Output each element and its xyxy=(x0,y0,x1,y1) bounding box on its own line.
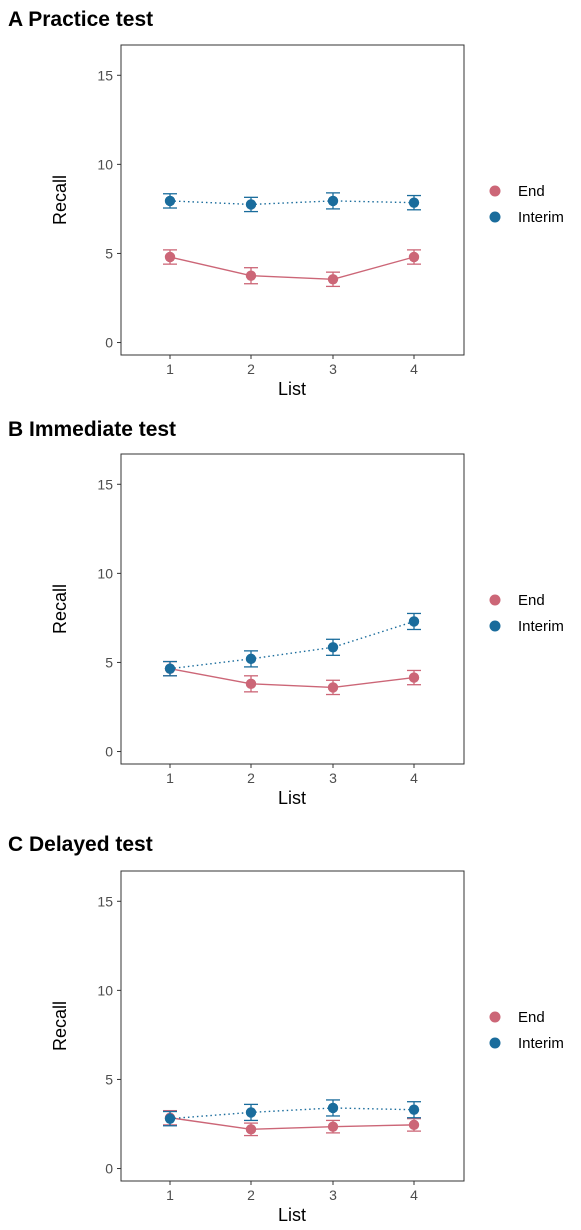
data-point xyxy=(164,663,176,674)
data-point xyxy=(408,616,420,627)
data-point xyxy=(245,270,257,281)
plot-frame xyxy=(120,453,465,765)
legend-label: End xyxy=(518,1009,545,1026)
y-tick-label: 0 xyxy=(105,1161,113,1177)
data-point xyxy=(164,195,176,207)
data-point xyxy=(408,672,420,683)
x-tick-label: 2 xyxy=(247,770,255,786)
x-tick-label: 4 xyxy=(410,770,418,786)
data-point xyxy=(245,199,257,210)
chart-title: C Delayed test xyxy=(8,833,153,856)
x-tick-label: 4 xyxy=(410,361,418,377)
plot-frame xyxy=(120,44,465,356)
y-tick-label: 5 xyxy=(105,1071,113,1087)
chart-panel-2: B Immediate test 0 5 10 15 1 2 3 4 List Recall End I… xyxy=(8,418,564,808)
data-point xyxy=(327,1121,339,1132)
data-point xyxy=(408,251,420,263)
series-line xyxy=(169,1117,415,1131)
y-tick-label: 0 xyxy=(105,335,113,351)
x-axis-label: List xyxy=(278,1205,306,1225)
series-line xyxy=(169,256,415,280)
legend-label: Interim xyxy=(518,618,564,635)
y-tick-label: 5 xyxy=(105,245,113,261)
y-tick-label: 15 xyxy=(97,893,113,909)
x-tick-label: 3 xyxy=(329,770,337,786)
chart-title: B Immediate test xyxy=(8,418,176,441)
data-point xyxy=(327,682,339,693)
x-axis-label: List xyxy=(278,788,306,808)
data-point xyxy=(408,1104,420,1115)
chart-title: A Practice test xyxy=(8,8,153,31)
x-tick-label: 3 xyxy=(329,1187,337,1203)
series-interim xyxy=(163,612,421,677)
legend-label: Interim xyxy=(518,1035,564,1052)
y-tick-label: 10 xyxy=(97,565,113,581)
data-point xyxy=(327,642,339,653)
y-tick-label: 0 xyxy=(105,744,113,760)
legend-label: Interim xyxy=(518,209,564,226)
legend-key xyxy=(489,594,501,606)
data-point xyxy=(327,274,339,285)
data-point xyxy=(327,1102,339,1114)
data-point xyxy=(164,1113,176,1124)
x-tick-label: 3 xyxy=(329,361,337,377)
data-point xyxy=(327,195,339,207)
y-tick-label: 10 xyxy=(97,156,113,172)
plot-frame xyxy=(120,870,465,1182)
series-interim xyxy=(163,192,421,213)
y-axis-label: Recall xyxy=(50,1001,70,1051)
series-line xyxy=(169,620,415,670)
y-axis-label: Recall xyxy=(50,175,70,225)
data-point xyxy=(164,251,176,263)
y-axis-label: Recall xyxy=(50,584,70,634)
data-point xyxy=(408,1119,420,1131)
chart-panel-3: C Delayed test 0 5 10 15 1 2 3 4 List Recall End Int… xyxy=(8,833,564,1225)
y-tick-label: 10 xyxy=(97,982,113,998)
data-point xyxy=(408,197,420,208)
data-point xyxy=(245,653,257,665)
x-tick-label: 2 xyxy=(247,1187,255,1203)
x-tick-label: 2 xyxy=(247,361,255,377)
x-axis-label: List xyxy=(278,379,306,399)
x-tick-label: 4 xyxy=(410,1187,418,1203)
legend-key xyxy=(489,1011,501,1023)
legend-key xyxy=(489,620,501,632)
x-tick-label: 1 xyxy=(166,1187,174,1203)
legend-key xyxy=(489,185,501,197)
y-tick-label: 15 xyxy=(97,67,113,83)
series-line xyxy=(169,200,415,206)
legend-label: End xyxy=(518,592,545,609)
series-line xyxy=(169,667,415,689)
x-tick-label: 1 xyxy=(166,770,174,786)
series-end xyxy=(163,249,421,288)
series-line xyxy=(169,1107,415,1120)
data-point xyxy=(245,1124,257,1135)
y-tick-label: 5 xyxy=(105,654,113,670)
legend-key xyxy=(489,211,501,223)
legend-key xyxy=(489,1037,501,1049)
legend-label: End xyxy=(518,183,545,200)
data-point xyxy=(245,678,257,690)
data-point xyxy=(245,1107,257,1118)
y-tick-label: 15 xyxy=(97,476,113,492)
series-interim xyxy=(163,1099,421,1127)
x-tick-label: 1 xyxy=(166,361,174,377)
chart-panel-1: A Practice test 0 5 10 15 1 2 3 4 List Recall End In… xyxy=(8,8,564,399)
